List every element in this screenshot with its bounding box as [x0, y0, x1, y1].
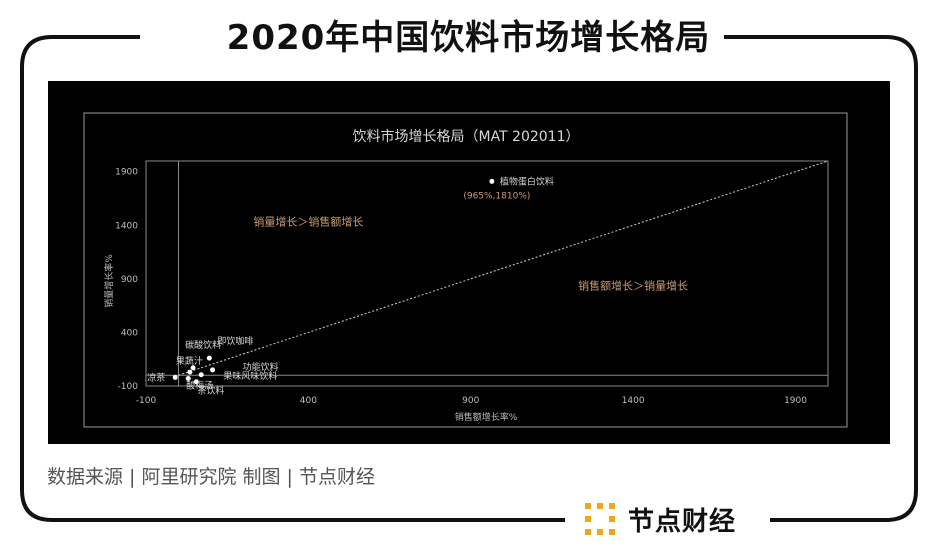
plot-layer: -100 400 900 1400 1900 -100 400 900 1400 1900 销量增长…: [115, 160, 829, 406]
x-tick-label: 1400: [622, 396, 645, 406]
point-annotation: (965%,1810%): [463, 191, 530, 201]
scatter-point: [193, 379, 199, 385]
point-label: 茶饮料: [197, 385, 224, 397]
region-label: 销量增长＞销售额增长: [253, 214, 363, 228]
data-source-note: 数据来源 | 阿里研究院 制图 | 节点财经: [47, 466, 376, 488]
scatter-point: [185, 376, 191, 381]
x-axis-label: 销售额增长率%: [455, 411, 518, 423]
scatter-point: [172, 374, 178, 380]
point-label: 果味风味饮料: [223, 370, 277, 382]
point-label: 碳酸饮料: [185, 339, 221, 351]
scatter-point: [489, 178, 495, 184]
page-title: 2020年中国饮料市场增长格局: [0, 10, 937, 59]
brand-logo: 节点财经: [572, 500, 747, 538]
scatter-point: [206, 355, 212, 361]
x-tick-label: 1900: [784, 396, 807, 406]
brand-icon: [585, 503, 615, 535]
y-axis-label: 销量增长率%: [103, 254, 115, 308]
scatter-point: [210, 367, 216, 373]
scatter-chart: 饮料市场增长格局（MAT 202011） 销售额增长率% 销量增长率% -100…: [83, 112, 848, 428]
y-tick-label: 1900: [115, 168, 138, 178]
chart-outer-border: [83, 112, 848, 428]
point-label: 酸梅汤: [186, 380, 213, 392]
chart-panel: 饮料市场增长格局（MAT 202011） 销售额增长率% 销量增长率% -100…: [48, 81, 890, 444]
point-label: 果蔬汁: [176, 355, 203, 367]
y-tick-label: -100: [118, 382, 139, 392]
x-tick-label: 900: [462, 396, 479, 406]
point-label: 功能饮料: [243, 361, 279, 373]
scatter-point: [187, 369, 193, 375]
y-tick-label: 400: [121, 328, 138, 338]
point-label: 凉茶: [147, 371, 165, 383]
y-tick-label: 900: [121, 275, 138, 285]
scatter-point: [190, 365, 196, 371]
x-tick-label: -100: [136, 396, 157, 406]
x-tick-label: 400: [300, 396, 317, 406]
point-label: 即饮咖啡: [217, 335, 253, 347]
plot-area-border: [145, 160, 829, 387]
region-label: 销售额增长＞销量增长: [578, 279, 688, 293]
brand-name: 节点财经: [628, 506, 737, 537]
scatter-point: [198, 372, 204, 378]
point-label: 植物蛋白饮料: [500, 175, 554, 187]
y-tick-label: 1400: [115, 221, 138, 231]
chart-title: 饮料市场增长格局（MAT 202011）: [352, 128, 579, 145]
reference-line-y-equals-x: [178, 160, 829, 376]
